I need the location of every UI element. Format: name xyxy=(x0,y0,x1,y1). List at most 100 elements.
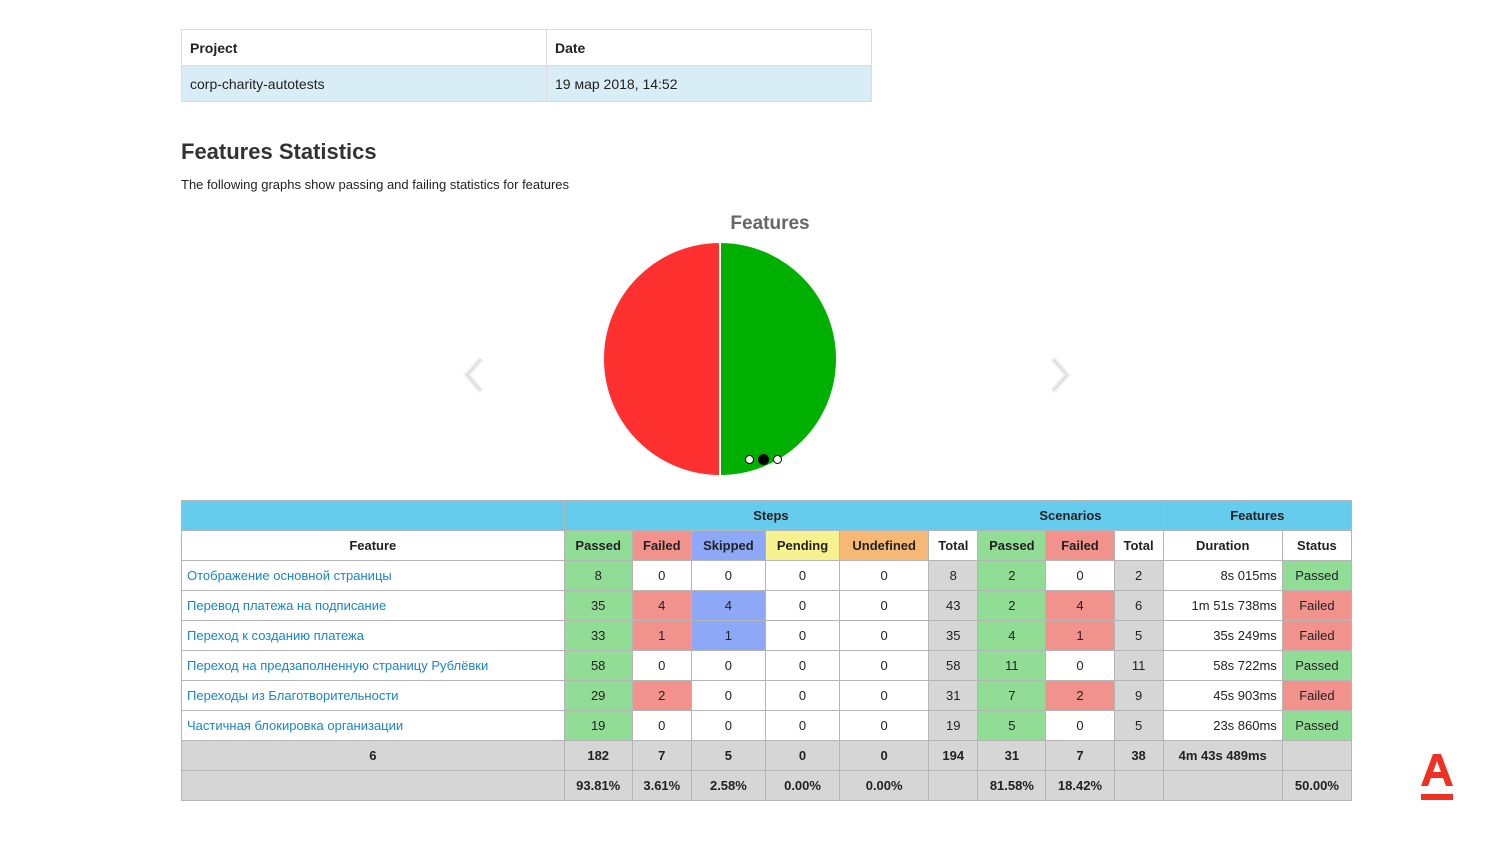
sc-total-cell: 2 xyxy=(1113,560,1164,591)
feature-link[interactable]: Переходы из Благотворительности xyxy=(187,688,399,703)
features-group-header: Features xyxy=(1162,500,1353,531)
carousel-indicator[interactable] xyxy=(745,455,754,464)
features-chart-carousel: Features xyxy=(440,205,1100,485)
feature-link[interactable]: Перевод платежа на подписание xyxy=(187,598,387,613)
total-cell: 35 xyxy=(928,620,979,651)
sc-failed-cell: 0 xyxy=(1045,560,1115,591)
total-steps-pending: 0 xyxy=(764,740,841,771)
steps-group-header: Steps xyxy=(563,500,979,531)
total-cell: 31 xyxy=(928,680,979,711)
total-cell: 8 xyxy=(928,560,979,591)
chevron-right-icon xyxy=(1050,357,1071,393)
carousel-next-button[interactable] xyxy=(1043,355,1077,395)
undefined-cell: 0 xyxy=(839,650,930,681)
pct-steps-total xyxy=(928,770,979,801)
undefined-cell: 0 xyxy=(839,590,930,621)
col-feature[interactable]: Feature xyxy=(181,530,565,561)
pie-slice-failed[interactable] xyxy=(602,241,721,477)
skipped-cell: 0 xyxy=(690,650,766,681)
scenarios-group-header: Scenarios xyxy=(977,500,1164,531)
sc-passed-cell: 5 xyxy=(977,710,1047,741)
feature-cell: Переходы из Благотворительности xyxy=(181,680,565,711)
carousel-indicator[interactable] xyxy=(773,455,782,464)
sc-failed-cell: 0 xyxy=(1045,650,1115,681)
pct-scenarios-failed: 18.42% xyxy=(1045,770,1115,801)
pct-steps-undefined: 0.00% xyxy=(839,770,930,801)
chart-title: Features xyxy=(730,213,810,234)
col-scenarios-total[interactable]: Total xyxy=(1113,530,1164,561)
report-date: 19 мар 2018, 14:52 xyxy=(546,65,872,102)
total-features: 6 xyxy=(181,740,565,771)
sc-total-cell: 6 xyxy=(1113,590,1164,621)
carousel-indicator-active[interactable] xyxy=(758,454,769,465)
pending-cell: 0 xyxy=(764,560,841,591)
col-scenarios-passed[interactable]: Passed xyxy=(977,530,1047,561)
col-scenarios-failed[interactable]: Failed xyxy=(1045,530,1115,561)
features-stats-table: Steps Scenarios Features Feature Passed … xyxy=(181,500,1353,801)
col-steps-undefined[interactable]: Undefined xyxy=(839,530,930,561)
sc-failed-cell: 1 xyxy=(1045,620,1115,651)
pct-duration xyxy=(1162,770,1283,801)
sc-failed-cell: 2 xyxy=(1045,680,1115,711)
passed-cell: 8 xyxy=(563,560,633,591)
pct-steps-failed: 3.61% xyxy=(631,770,692,801)
alfa-bank-logo-icon xyxy=(1421,754,1453,800)
total-scenarios-passed: 31 xyxy=(977,740,1047,771)
status-cell: Passed xyxy=(1281,710,1353,741)
pct-status: 50.00% xyxy=(1281,770,1353,801)
percentages-row: 93.81% 3.61% 2.58% 0.00% 0.00% 81.58% 18… xyxy=(181,770,1353,801)
date-header: Date xyxy=(546,29,872,66)
feature-cell: Отображение основной страницы xyxy=(181,560,565,591)
feature-link[interactable]: Переход к созданию платежа xyxy=(187,628,364,643)
page-title: Features Statistics xyxy=(181,139,377,164)
status-cell: Passed xyxy=(1281,560,1353,591)
total-steps-total: 194 xyxy=(928,740,979,771)
pct-steps-passed: 93.81% xyxy=(563,770,633,801)
col-steps-total[interactable]: Total xyxy=(928,530,979,561)
carousel-indicators xyxy=(745,454,782,465)
col-duration[interactable]: Duration xyxy=(1162,530,1283,561)
table-row: Переход к созданию платежа 33 1 1 0 0 35 4 1 5 35s… xyxy=(181,620,1353,651)
col-steps-passed[interactable]: Passed xyxy=(563,530,633,561)
total-steps-undefined: 0 xyxy=(839,740,930,771)
col-steps-failed[interactable]: Failed xyxy=(631,530,692,561)
duration-cell: 45s 903ms xyxy=(1162,680,1283,711)
pct-features xyxy=(181,770,565,801)
feature-link[interactable]: Переход на предзаполненную страницу Рубл… xyxy=(187,658,489,673)
passed-cell: 29 xyxy=(563,680,633,711)
pending-cell: 0 xyxy=(764,650,841,681)
pct-steps-skipped: 2.58% xyxy=(690,770,766,801)
col-steps-skipped[interactable]: Skipped xyxy=(690,530,766,561)
page-subtitle: The following graphs show passing and fa… xyxy=(181,177,570,192)
failed-cell: 4 xyxy=(631,590,692,621)
sc-failed-cell: 0 xyxy=(1045,710,1115,741)
pct-scenarios-total xyxy=(1113,770,1164,801)
total-steps-skipped: 5 xyxy=(690,740,766,771)
passed-cell: 58 xyxy=(563,650,633,681)
passed-cell: 19 xyxy=(563,710,633,741)
feature-link[interactable]: Частичная блокировка организации xyxy=(187,718,404,733)
table-row: Перевод платежа на подписание 35 4 4 0 0 43 2 4 6… xyxy=(181,590,1353,621)
table-row: Частичная блокировка организации 19 0 0 0 0 19… xyxy=(181,710,1353,741)
total-cell: 58 xyxy=(928,650,979,681)
sc-total-cell: 9 xyxy=(1113,680,1164,711)
undefined-cell: 0 xyxy=(839,680,930,711)
failed-cell: 0 xyxy=(631,560,692,591)
passed-cell: 33 xyxy=(563,620,633,651)
chevron-left-icon xyxy=(463,357,484,393)
col-status[interactable]: Status xyxy=(1281,530,1353,561)
table-row: Переходы из Благотворительности 29 2 0 0 0 31 7… xyxy=(181,680,1353,711)
pending-cell: 0 xyxy=(764,590,841,621)
pct-steps-pending: 0.00% xyxy=(764,770,841,801)
features-pie-chart xyxy=(602,241,838,477)
undefined-cell: 0 xyxy=(839,560,930,591)
pie-slice-passed[interactable] xyxy=(719,241,838,477)
duration-cell: 8s 015ms xyxy=(1162,560,1283,591)
carousel-prev-button[interactable] xyxy=(457,355,491,395)
sc-passed-cell: 2 xyxy=(977,590,1047,621)
skipped-cell: 4 xyxy=(690,590,766,621)
col-steps-pending[interactable]: Pending xyxy=(764,530,841,561)
feature-link[interactable]: Отображение основной страницы xyxy=(187,568,392,583)
sc-total-cell: 5 xyxy=(1113,710,1164,741)
total-steps-passed: 182 xyxy=(563,740,633,771)
